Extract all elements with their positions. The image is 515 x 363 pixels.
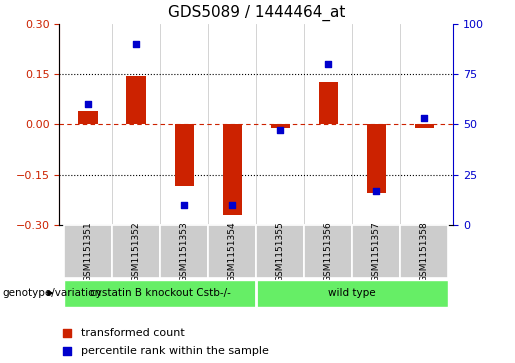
Bar: [222, 124, 242, 215]
Bar: [304, 225, 352, 278]
Text: transformed count: transformed count: [81, 328, 185, 338]
Point: [372, 188, 381, 194]
Bar: [270, 124, 290, 129]
Text: GSM1151357: GSM1151357: [372, 221, 381, 282]
Bar: [64, 280, 256, 307]
Point: [228, 202, 236, 208]
Text: GSM1151356: GSM1151356: [324, 221, 333, 282]
Bar: [415, 124, 434, 129]
Bar: [160, 225, 208, 278]
Bar: [112, 225, 160, 278]
Point: [132, 41, 140, 46]
Bar: [367, 124, 386, 193]
Bar: [208, 225, 256, 278]
Text: GSM1151352: GSM1151352: [132, 221, 141, 282]
Title: GDS5089 / 1444464_at: GDS5089 / 1444464_at: [167, 5, 345, 21]
Point: [84, 101, 92, 107]
Bar: [256, 225, 304, 278]
Text: cystatin B knockout Cstb-/-: cystatin B knockout Cstb-/-: [90, 288, 231, 298]
Text: GSM1151358: GSM1151358: [420, 221, 429, 282]
Bar: [400, 225, 449, 278]
Bar: [127, 76, 146, 124]
Point: [324, 61, 332, 67]
Bar: [352, 225, 400, 278]
Text: GSM1151351: GSM1151351: [83, 221, 93, 282]
Text: GSM1151353: GSM1151353: [180, 221, 188, 282]
Point: [63, 348, 71, 354]
Text: genotype/variation: genotype/variation: [3, 288, 101, 298]
Text: percentile rank within the sample: percentile rank within the sample: [81, 346, 269, 356]
Text: GSM1151355: GSM1151355: [276, 221, 285, 282]
Point: [276, 127, 284, 133]
Bar: [256, 280, 449, 307]
Point: [63, 330, 71, 336]
Point: [420, 115, 428, 121]
Bar: [319, 82, 338, 124]
Bar: [64, 225, 112, 278]
Text: wild type: wild type: [329, 288, 376, 298]
Text: GSM1151354: GSM1151354: [228, 221, 237, 282]
Bar: [175, 124, 194, 187]
Bar: [78, 111, 98, 124]
Point: [180, 202, 188, 208]
